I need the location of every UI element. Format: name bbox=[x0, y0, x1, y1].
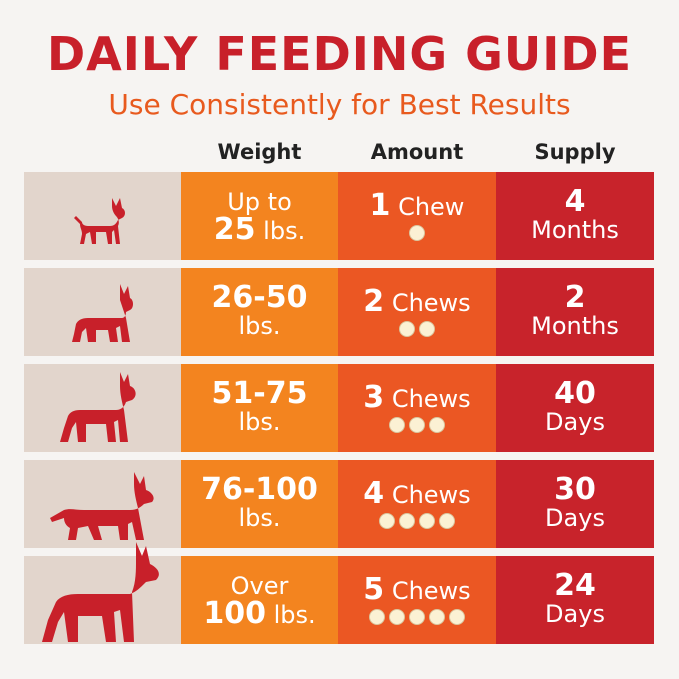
weight-unit: lbs. bbox=[238, 504, 281, 532]
shepherd-icon bbox=[50, 472, 154, 540]
table-row: Over 100 lbs. 5 Chews 24 Days bbox=[24, 542, 654, 644]
great-dane-icon bbox=[42, 542, 159, 642]
weight-unit: lbs. bbox=[238, 408, 281, 436]
weight-line1: 76-100 bbox=[201, 472, 318, 507]
chew-dot-icon bbox=[399, 512, 415, 529]
chew-dot-icon bbox=[419, 320, 435, 337]
weight-unit: lbs. bbox=[273, 600, 316, 629]
weight-line1: Over bbox=[230, 571, 289, 600]
chew-dot-icon bbox=[409, 416, 425, 433]
amount-word: Chews bbox=[391, 288, 471, 317]
supply-unit: Days bbox=[545, 504, 605, 532]
chew-dots bbox=[409, 224, 425, 241]
supply-cell: 40 Days bbox=[496, 364, 654, 452]
chew-dot-icon bbox=[439, 512, 455, 529]
table-row: 51-75 lbs. 3 Chews 40 Days bbox=[24, 364, 654, 452]
amount-line: 5 Chews bbox=[363, 574, 471, 605]
supply-cell: 4 Months bbox=[496, 172, 654, 260]
supply-cell: 2 Months bbox=[496, 268, 654, 356]
supply-number: 2 bbox=[564, 280, 586, 315]
amount-word: Chews bbox=[391, 384, 471, 413]
supply-unit: Months bbox=[531, 312, 619, 340]
supply-number: 30 bbox=[554, 472, 596, 507]
supply-number: 4 bbox=[564, 184, 586, 219]
chew-dot-icon bbox=[429, 608, 445, 625]
weight-line2: 100 lbs. bbox=[203, 598, 316, 629]
weight-line1: 51-75 bbox=[211, 376, 308, 411]
supply-unit: Months bbox=[531, 216, 619, 244]
table-row: 76-100 lbs. 4 Chews 30 Days bbox=[24, 460, 654, 548]
pitbull-icon bbox=[60, 372, 136, 442]
header-amount: Amount bbox=[370, 140, 464, 164]
page-subtitle: Use Consistently for Best Results bbox=[108, 88, 571, 121]
header-supply: Supply bbox=[534, 140, 616, 164]
chew-dots bbox=[379, 512, 455, 529]
amount-word: Chews bbox=[391, 576, 471, 605]
bulldog-icon bbox=[72, 284, 133, 342]
supply-number: 40 bbox=[554, 376, 596, 411]
feeding-table: Up to 25 lbs. 1 Chew 4 Months 26-50 lbs.… bbox=[24, 172, 654, 652]
supply-unit: Days bbox=[545, 408, 605, 436]
weight-value: 100 bbox=[203, 595, 266, 631]
chew-dot-icon bbox=[419, 512, 435, 529]
table-row: Up to 25 lbs. 1 Chew 4 Months bbox=[24, 172, 654, 260]
page-title: DAILY FEEDING GUIDE bbox=[46, 27, 633, 81]
dog-cell bbox=[24, 172, 181, 260]
amount-count: 4 bbox=[363, 475, 385, 511]
chew-dot-icon bbox=[369, 608, 385, 625]
weight-unit: lbs. bbox=[238, 312, 281, 340]
amount-cell: 3 Chews bbox=[338, 364, 496, 452]
chew-dots bbox=[389, 416, 445, 433]
weight-cell: 51-75 lbs. bbox=[181, 364, 338, 452]
chew-dot-icon bbox=[429, 416, 445, 433]
chew-dot-icon bbox=[399, 320, 415, 337]
dog-cell bbox=[24, 268, 181, 356]
amount-word: Chews bbox=[391, 480, 471, 509]
supply-number: 24 bbox=[554, 568, 596, 603]
amount-cell: 1 Chew bbox=[338, 172, 496, 260]
chew-dots bbox=[369, 608, 465, 625]
dog-cell bbox=[24, 542, 181, 644]
weight-line1: Up to bbox=[227, 187, 292, 216]
weight-cell: 26-50 lbs. bbox=[181, 268, 338, 356]
amount-cell: 5 Chews bbox=[338, 556, 496, 644]
small-chihuahua-icon bbox=[74, 198, 125, 244]
weight-cell: Over 100 lbs. bbox=[181, 556, 338, 644]
supply-unit: Days bbox=[545, 600, 605, 628]
weight-line1: 26-50 bbox=[211, 280, 308, 315]
amount-line: 2 Chews bbox=[363, 286, 471, 317]
amount-cell: 4 Chews bbox=[338, 460, 496, 548]
dog-cell bbox=[24, 364, 181, 452]
chew-dot-icon bbox=[389, 416, 405, 433]
amount-count: 5 bbox=[363, 571, 385, 607]
weight-unit: lbs. bbox=[263, 216, 306, 245]
chew-dot-icon bbox=[389, 608, 405, 625]
chew-dot-icon bbox=[449, 608, 465, 625]
chew-dot-icon bbox=[409, 608, 425, 625]
weight-value: 25 bbox=[213, 211, 256, 247]
amount-count: 2 bbox=[363, 283, 385, 319]
header-weight: Weight bbox=[217, 140, 302, 164]
chew-dot-icon bbox=[409, 224, 425, 241]
amount-line: 4 Chews bbox=[363, 478, 471, 509]
chew-dots bbox=[399, 320, 435, 337]
amount-word: Chew bbox=[398, 192, 465, 221]
table-row: 26-50 lbs. 2 Chews 2 Months bbox=[24, 268, 654, 356]
supply-cell: 30 Days bbox=[496, 460, 654, 548]
amount-line: 1 Chew bbox=[370, 190, 465, 221]
weight-line2: 25 lbs. bbox=[214, 214, 306, 245]
weight-cell: 76-100 lbs. bbox=[181, 460, 338, 548]
amount-count: 1 bbox=[369, 187, 391, 223]
amount-cell: 2 Chews bbox=[338, 268, 496, 356]
chew-dot-icon bbox=[379, 512, 395, 529]
supply-cell: 24 Days bbox=[496, 556, 654, 644]
dog-cell bbox=[24, 460, 181, 548]
weight-cell: Up to 25 lbs. bbox=[181, 172, 338, 260]
amount-count: 3 bbox=[363, 379, 385, 415]
amount-line: 3 Chews bbox=[363, 382, 471, 413]
